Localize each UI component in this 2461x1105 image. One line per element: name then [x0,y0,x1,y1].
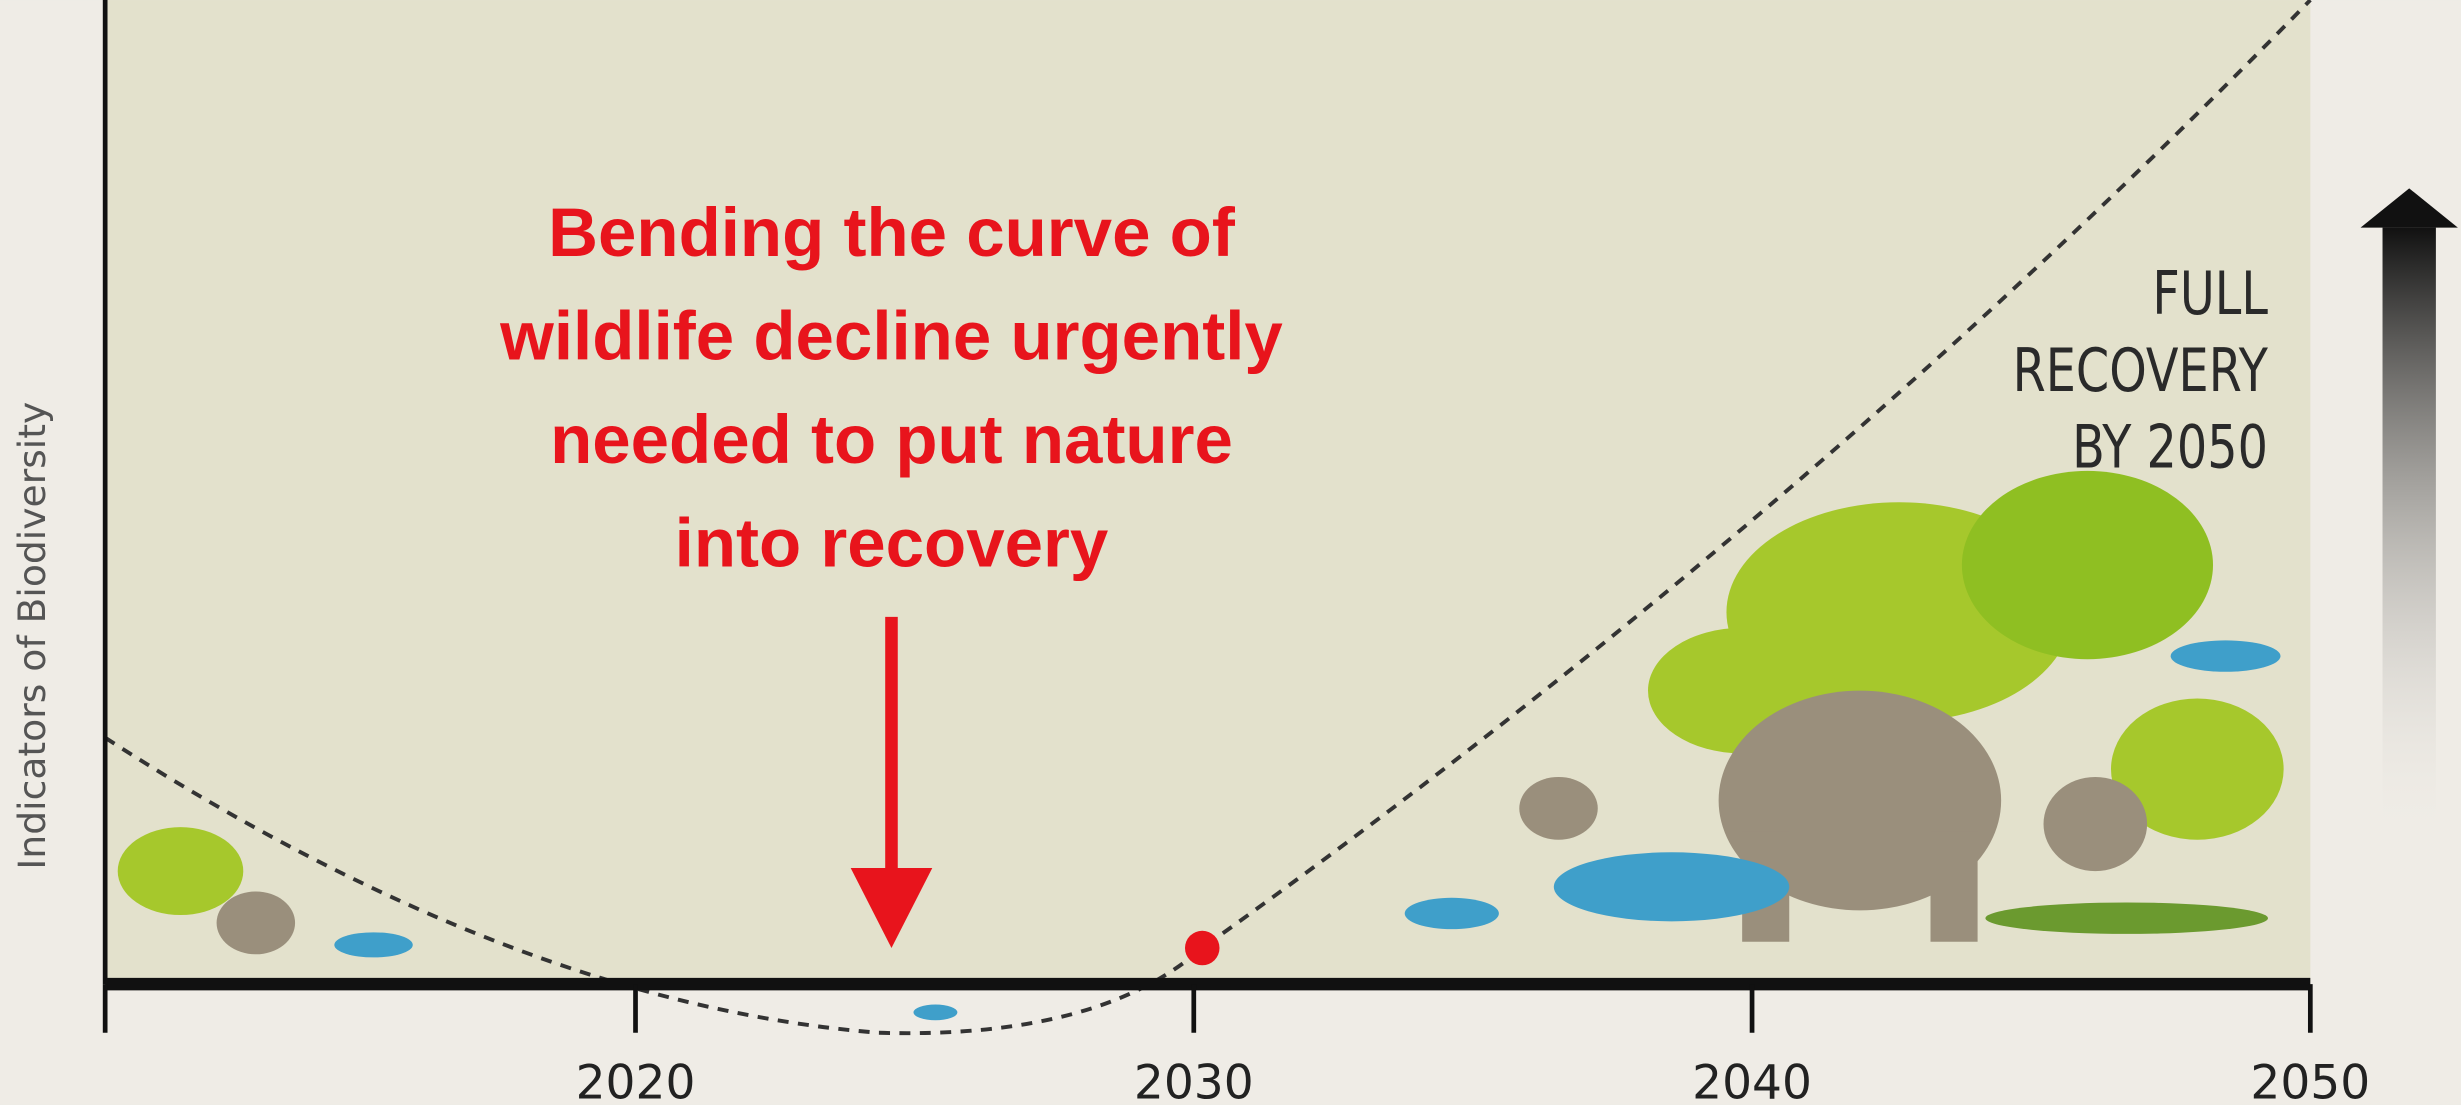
annotation-line: wildlife decline urgently [499,296,1283,374]
y-axis-label: Indicators of Biodiversity [10,402,54,870]
callout-line: FULL [2152,259,2268,329]
recovery-arrow [2383,228,2436,840]
x-tick-label: 2030 [1134,1056,1254,1105]
annotation-line: Bending the curve of [548,193,1236,271]
x-tick-label: 2050 [2250,1056,2370,1105]
annotation-line: needed to put nature [550,400,1233,478]
callout-line: RECOVERY [2013,336,2269,406]
annotation-line: into recovery [675,504,1109,582]
x-tick-label: 2040 [1692,1056,1812,1105]
callout-line: BY 2050 [2072,413,2268,483]
x-tick-label: 2020 [576,1056,696,1105]
highlight-point [1185,931,1220,966]
chart: 2020 2030 2040 2050 Indicators of Biodivers… [0,0,2461,1105]
